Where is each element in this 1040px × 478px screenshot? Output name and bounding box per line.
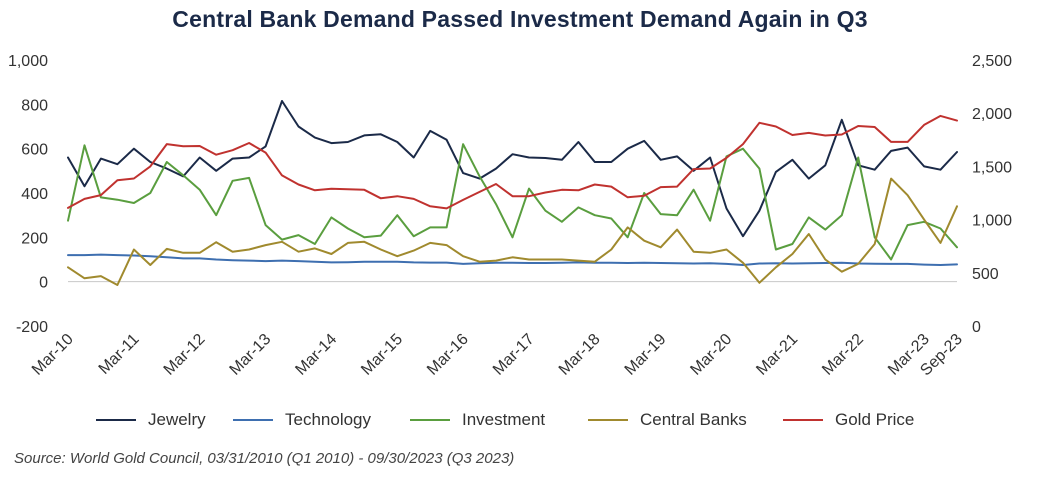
right-tick-label: 2,500 <box>972 53 1012 70</box>
left-tick-label: 800 <box>21 97 48 114</box>
x-tick-label: Mar-18 <box>556 331 604 379</box>
legend-item-jewelry: Jewelry <box>96 408 206 432</box>
left-tick-label: 0 <box>39 275 48 292</box>
x-tick-label: Mar-15 <box>358 331 406 379</box>
legend-swatch-investment <box>410 419 450 421</box>
right-tick-label: 0 <box>972 319 981 336</box>
x-axis: Mar-10 Mar-11 Mar-12 Mar-13 Mar-14 Mar-15 Mar-… <box>29 331 966 380</box>
legend-swatch-central-banks <box>588 419 628 421</box>
legend-label-gold-price: Gold Price <box>835 410 915 429</box>
legend-swatch-technology <box>233 419 273 421</box>
left-tick-label: -200 <box>16 319 48 336</box>
series-line-central-banks <box>67 177 958 286</box>
left-tick-label: 600 <box>21 142 48 159</box>
x-tick-label: Mar-16 <box>424 331 472 379</box>
legend-swatch-jewelry <box>96 419 136 421</box>
legend-swatch-gold-price <box>783 419 823 421</box>
left-tick-label: 400 <box>21 186 48 203</box>
x-tick-label: Mar-19 <box>622 331 670 379</box>
x-tick-label: Mar-22 <box>819 331 867 379</box>
series-line-gold-price <box>67 114 958 210</box>
right-tick-label: 500 <box>972 266 999 283</box>
x-tick-label: Mar-13 <box>227 331 275 379</box>
left-tick-label: 200 <box>21 230 48 247</box>
legend-label-jewelry: Jewelry <box>148 410 206 429</box>
left-axis: 1,000 800 600 400 200 0 -200 <box>8 53 48 336</box>
x-tick-label: Mar-11 <box>96 331 143 378</box>
legend-item-technology: Technology <box>233 408 371 432</box>
legend-item-investment: Investment <box>410 408 545 432</box>
chart-title: Central Bank Demand Passed Investment De… <box>172 6 868 32</box>
legend-item-central-banks: Central Banks <box>588 408 747 432</box>
x-tick-label: Mar-10 <box>29 331 77 379</box>
legend-label-technology: Technology <box>285 410 372 429</box>
series-group <box>67 100 958 286</box>
x-tick-label: Mar-12 <box>161 331 209 379</box>
legend-label-investment: Investment <box>462 410 546 429</box>
series-line-technology <box>67 253 958 266</box>
left-tick-label: 1,000 <box>8 53 48 70</box>
x-tick-label: Mar-14 <box>292 331 340 379</box>
right-axis: 2,500 2,000 1,500 1,000 500 0 <box>972 53 1012 336</box>
right-tick-label: 1,000 <box>972 213 1012 230</box>
x-tick-label: Mar-17 <box>490 331 538 379</box>
x-tick-label: Mar-20 <box>687 331 735 379</box>
legend-item-gold-price: Gold Price <box>783 408 914 432</box>
series-line-jewelry <box>67 100 958 238</box>
right-tick-label: 1,500 <box>972 159 1012 176</box>
legend-label-central-banks: Central Banks <box>640 410 747 429</box>
x-tick-label: Mar-21 <box>753 331 801 379</box>
right-tick-label: 2,000 <box>972 106 1012 123</box>
source-note: Source: World Gold Council, 03/31/2010 (… <box>14 450 515 467</box>
legend: Jewelry Technology Investment Central Ba… <box>0 408 1040 432</box>
series-line-investment <box>67 143 958 261</box>
